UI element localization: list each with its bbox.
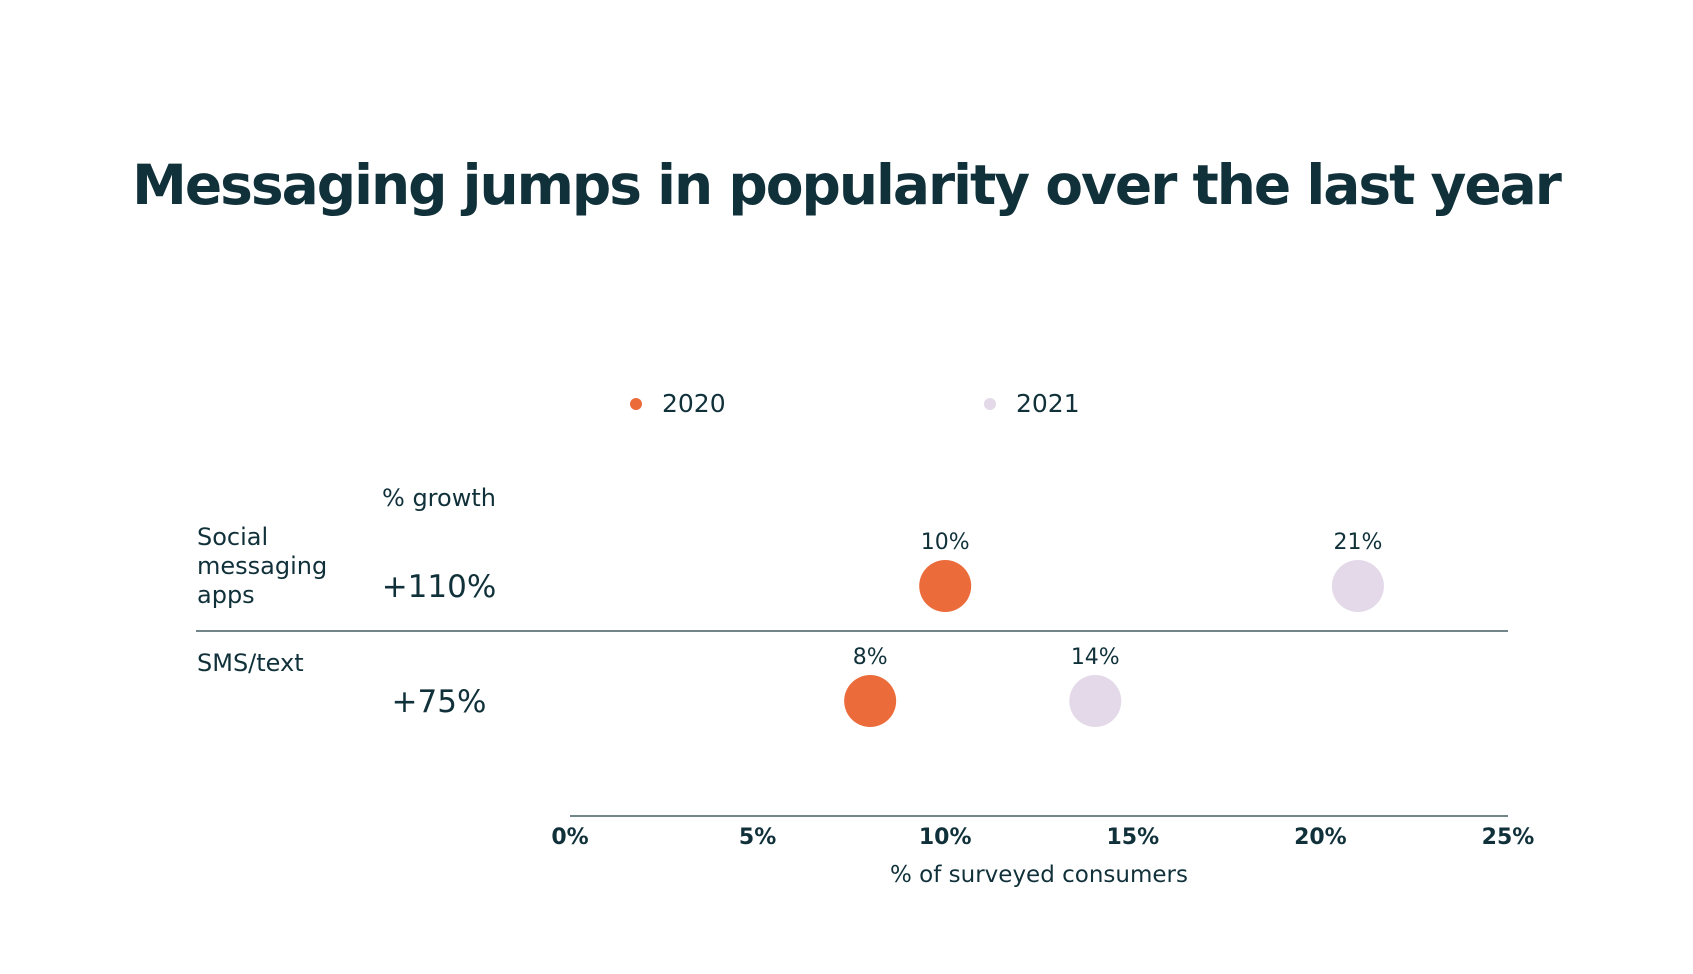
legend-label-2021: 2021 <box>1016 389 1080 418</box>
x-tick-label: 10% <box>919 825 972 850</box>
legend-label-2020: 2020 <box>662 389 726 418</box>
x-tick-label: 5% <box>739 825 776 850</box>
x-tick-label: 15% <box>1106 825 1159 850</box>
x-axis-ticks: 0% 5% 10% 15% 20% 25% <box>551 825 1534 850</box>
dot-2021-row-1 <box>1069 675 1122 727</box>
legend-marker-2020 <box>630 398 642 410</box>
dot-2020-row-1 <box>844 675 897 727</box>
legend: 2020 2021 <box>630 389 1080 418</box>
growth-value: +75% <box>392 684 487 720</box>
growth-column-header: % growth <box>382 484 496 512</box>
category-rows: Social messaging apps +110% SMS/text +75% <box>197 523 496 720</box>
data-label: 14% <box>1071 645 1120 670</box>
growth-value: +110% <box>382 569 497 605</box>
dot-2020-row-0 <box>919 560 972 612</box>
x-tick-label: 25% <box>1482 825 1535 850</box>
data-label: 10% <box>921 530 970 555</box>
x-tick-label: 0% <box>551 825 588 850</box>
x-axis-label: % of surveyed consumers <box>890 862 1188 888</box>
legend-marker-2021 <box>984 398 996 410</box>
category-label: Social messaging apps <box>197 523 327 609</box>
chart-title: Messaging jumps in popularity over the l… <box>132 153 1562 217</box>
x-tick-label: 20% <box>1294 825 1347 850</box>
data-label: 21% <box>1333 530 1382 555</box>
dot-2021-row-0 <box>1331 560 1384 612</box>
category-label: SMS/text <box>197 649 304 677</box>
data-label: 8% <box>853 645 888 670</box>
data-points: 10% 8% 21% 14% <box>844 530 1384 727</box>
